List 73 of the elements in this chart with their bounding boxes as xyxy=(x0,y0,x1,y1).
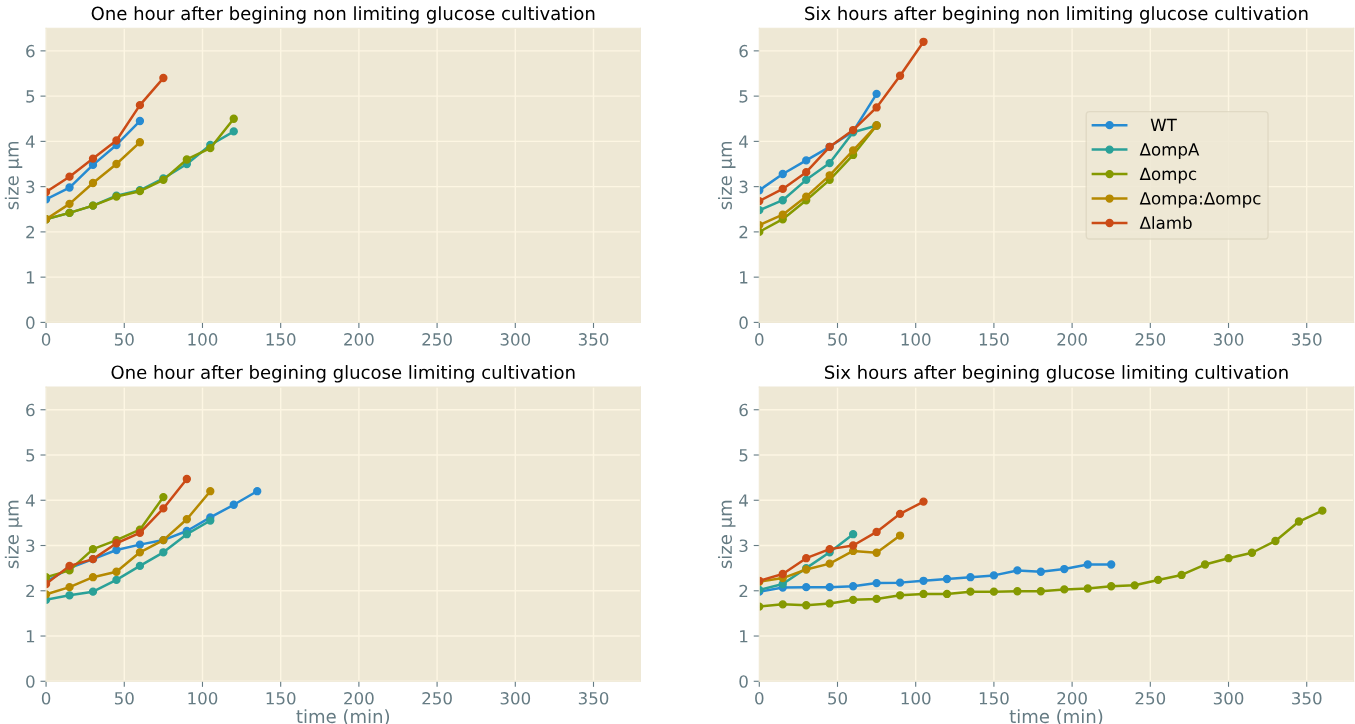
x-tick-label: 50 xyxy=(114,333,134,346)
x-tick-label: 350 xyxy=(1292,333,1322,346)
y-tick-label: 6 xyxy=(26,403,35,417)
x-tick-label: 250 xyxy=(1135,333,1166,346)
chart-title: One hour after begining non limiting glucose cultivation xyxy=(91,6,595,24)
y-tick-label: 5 xyxy=(26,90,35,103)
y-tick-label: 4 xyxy=(25,494,35,507)
x-tick-label: 250 xyxy=(422,333,452,346)
chart-title: One hour after begining glucose limiting cultivation xyxy=(111,365,575,383)
y-tick-label: 3 xyxy=(26,539,35,553)
x-tick-label: 200 xyxy=(344,333,374,346)
x-tick-label: 50 xyxy=(114,691,134,705)
chart-title: Six hours after begining non limiting glucose cultivation xyxy=(805,6,1308,24)
y-tick-label: 2 xyxy=(26,584,34,598)
x-tick-label: 250 xyxy=(1135,691,1166,705)
y-axis-title: size µm xyxy=(718,141,736,210)
y-axis-title: size µm xyxy=(4,500,23,569)
x-tick-label: 350 xyxy=(1292,691,1322,705)
x-tick-label: 0 xyxy=(755,333,764,346)
y-tick-label: 6 xyxy=(739,403,748,417)
x-tick-label: 100 xyxy=(901,691,931,705)
y-tick-label: 6 xyxy=(739,44,748,58)
legend-label: WT xyxy=(1150,118,1177,131)
legend-label: ΔompA xyxy=(1139,143,1200,159)
x-tick-label: 150 xyxy=(979,691,1009,705)
y-tick-label: 0 xyxy=(26,675,35,688)
y-tick-label: 4 xyxy=(739,494,748,507)
x-tick-label: 300 xyxy=(500,691,531,705)
x-tick-label: 300 xyxy=(500,333,531,346)
x-tick-label: 200 xyxy=(1057,333,1087,346)
x-tick-label: 0 xyxy=(41,691,51,705)
y-tick-label: 3 xyxy=(26,180,35,194)
chart-title: Six hours after begining glucose limiting cultivation xyxy=(824,365,1288,383)
y-tick-label: 2 xyxy=(26,225,34,239)
x-tick-label: 350 xyxy=(578,691,609,705)
y-tick-label: 1 xyxy=(740,271,748,284)
legend-label: Δompc xyxy=(1139,167,1197,184)
y-tick-label: 4 xyxy=(739,135,748,148)
y-tick-label: 5 xyxy=(26,449,35,462)
x-tick-label: 50 xyxy=(828,333,847,346)
x-tick-label: 200 xyxy=(1057,691,1087,705)
legend-label: Δlamb xyxy=(1139,216,1192,230)
y-tick-label: 0 xyxy=(26,316,35,329)
y-tick-label: 1 xyxy=(740,630,748,643)
x-tick-label: 100 xyxy=(188,333,218,346)
y-axis-title: size µm xyxy=(4,141,23,210)
x-tick-label: 200 xyxy=(344,691,374,705)
x-tick-label: 250 xyxy=(422,691,452,705)
y-tick-label: 3 xyxy=(739,539,748,553)
y-tick-label: 6 xyxy=(26,44,35,58)
x-tick-label: 150 xyxy=(979,333,1009,346)
y-tick-label: 2 xyxy=(739,225,748,239)
x-tick-label: 50 xyxy=(828,691,847,705)
y-tick-label: 1 xyxy=(26,271,35,284)
x-tick-label: 100 xyxy=(901,333,931,346)
x-tick-label: 100 xyxy=(188,691,218,705)
y-tick-label: 1 xyxy=(26,630,35,643)
y-tick-label: 5 xyxy=(739,90,748,103)
x-tick-label: 0 xyxy=(755,691,764,705)
x-tick-label: 150 xyxy=(266,691,296,705)
y-tick-label: 0 xyxy=(739,675,748,688)
y-tick-label: 3 xyxy=(739,180,748,194)
y-tick-label: 4 xyxy=(25,135,35,148)
legend-label: Δompa:Δompc xyxy=(1139,192,1261,208)
y-tick-label: 5 xyxy=(739,449,748,462)
x-tick-label: 300 xyxy=(1213,333,1244,346)
x-tick-label: 300 xyxy=(1213,691,1244,705)
x-tick-label: 350 xyxy=(578,333,609,346)
y-axis-title: size µm xyxy=(718,500,736,569)
y-tick-label: 2 xyxy=(739,584,748,598)
x-tick-label: 0 xyxy=(41,333,51,346)
x-tick-label: 150 xyxy=(266,333,296,346)
y-tick-label: 0 xyxy=(739,316,748,329)
